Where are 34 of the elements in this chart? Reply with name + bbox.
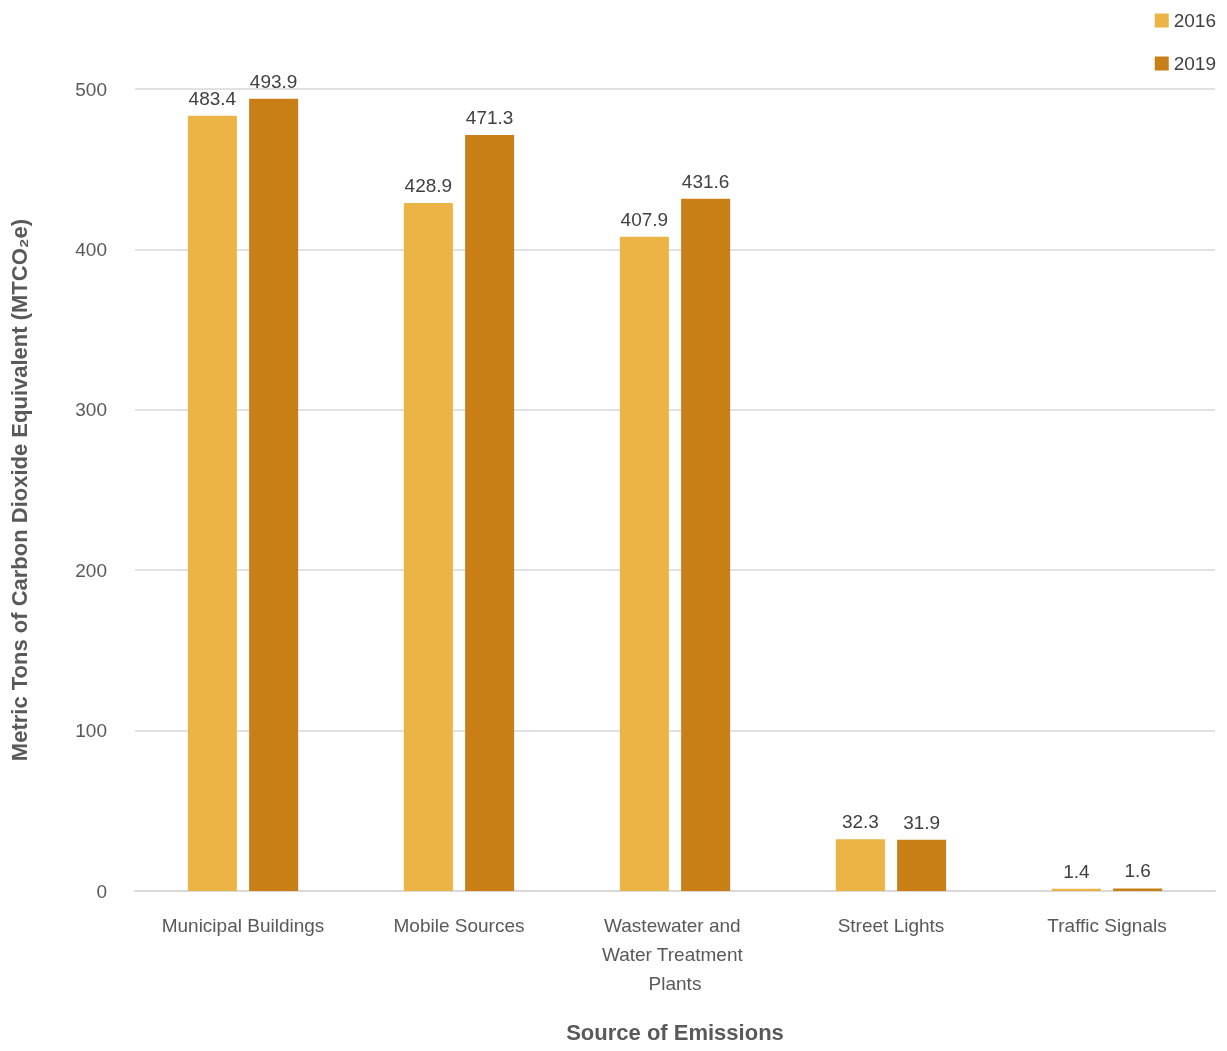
y-tick-label: 400 [75, 238, 107, 260]
legend-label: 2016 [1173, 10, 1217, 31]
y-tick-label: 300 [75, 399, 107, 421]
data-label: 407.9 [620, 208, 669, 230]
y-axis-title: Metric Tons of Carbon Dioxide Equivalent (MTCO₂e) [6, 218, 32, 762]
bar [1113, 888, 1163, 891]
data-label: 428.9 [404, 175, 453, 197]
x-axis-title: Source of Emissions [566, 1019, 784, 1045]
x-tick-label: Mobile Sources [393, 915, 525, 936]
bar [465, 135, 515, 891]
x-tick-label: Traffic Signals [1047, 915, 1167, 936]
data-label: 471.3 [465, 107, 514, 129]
data-label: 493.9 [249, 70, 298, 92]
y-tick-label: 100 [75, 720, 107, 742]
legend-label: 2019 [1173, 53, 1217, 74]
bar [249, 98, 299, 891]
bar [403, 203, 453, 891]
y-tick-label: 200 [75, 559, 107, 581]
x-tick-label: Wastewater and Water Treatment Plants [601, 915, 749, 994]
data-label: 1.4 [1063, 860, 1091, 882]
data-label: 431.6 [681, 170, 730, 192]
bar [187, 115, 237, 891]
data-label: 483.4 [188, 87, 237, 109]
data-label: 1.6 [1124, 860, 1151, 882]
bar [897, 839, 947, 891]
x-tick-label: Street Lights [837, 915, 945, 936]
data-label: 31.9 [903, 811, 941, 833]
y-tick-label: 0 [96, 880, 107, 902]
x-tick-label: Municipal Buildings [161, 915, 325, 936]
bar [681, 198, 731, 891]
bar [835, 839, 885, 891]
bar [619, 236, 669, 891]
data-label: 32.3 [841, 811, 879, 833]
y-tick-label: 500 [75, 78, 107, 100]
